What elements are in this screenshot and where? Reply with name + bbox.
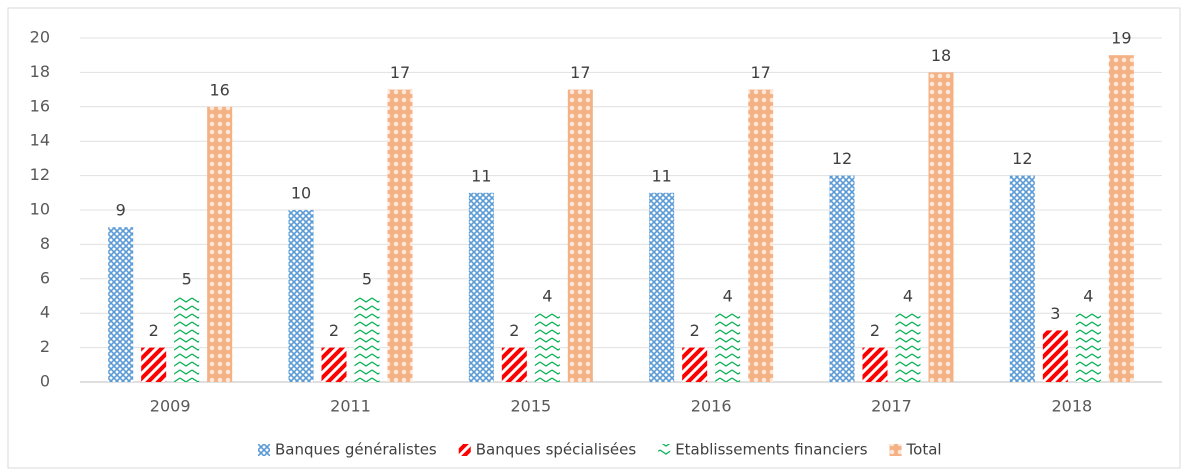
data-label: 16 [209, 80, 229, 99]
legend-label: Banques généralistes [275, 441, 437, 459]
bar [649, 192, 675, 382]
legend-swatch [658, 444, 671, 456]
bar [207, 106, 233, 383]
bar [682, 347, 708, 382]
data-label: 17 [390, 63, 410, 82]
bar [174, 296, 200, 382]
data-label: 4 [903, 287, 913, 306]
bar [387, 89, 413, 382]
y-tick-label: 20 [30, 28, 50, 47]
y-tick-label: 4 [40, 303, 50, 322]
bar [1075, 313, 1101, 382]
bar [895, 313, 921, 382]
data-label: 5 [182, 270, 192, 289]
y-tick-label: 6 [40, 268, 50, 287]
legend-label: Total [906, 441, 942, 459]
bar [715, 313, 741, 382]
data-label: 12 [1012, 149, 1032, 168]
bar [1042, 330, 1068, 382]
y-tick-label: 16 [30, 96, 50, 115]
data-label: 4 [1083, 287, 1093, 306]
data-label: 11 [651, 166, 671, 185]
data-label: 4 [723, 287, 733, 306]
bar [567, 89, 593, 382]
x-tick-label: 2009 [150, 397, 191, 416]
data-label: 3 [1050, 304, 1060, 323]
data-label: 2 [509, 321, 519, 340]
bar [354, 296, 380, 382]
legend-swatch [458, 444, 471, 456]
y-tick-label: 14 [30, 131, 50, 150]
legend-label: Etablissements financiers [675, 441, 868, 459]
y-tick-label: 12 [30, 165, 50, 184]
bar [928, 72, 954, 383]
bar [468, 192, 494, 382]
data-label: 18 [931, 46, 951, 65]
y-tick-label: 2 [40, 337, 50, 356]
bar [862, 347, 888, 382]
x-tick-label: 2016 [691, 397, 732, 416]
legend-swatch [889, 444, 902, 456]
data-label: 2 [870, 321, 880, 340]
data-label: 2 [690, 321, 700, 340]
y-tick-label: 10 [30, 200, 50, 219]
bar [501, 347, 527, 382]
bar [288, 210, 314, 382]
x-tick-label: 2018 [1051, 397, 1092, 416]
data-label: 5 [362, 270, 372, 289]
legend-label: Banques spécialisées [476, 441, 637, 459]
data-label: 2 [149, 321, 159, 340]
data-label: 17 [750, 63, 770, 82]
legend-swatch [258, 444, 270, 456]
bar [108, 227, 134, 382]
data-label: 12 [832, 149, 852, 168]
x-tick-label: 2015 [510, 397, 551, 416]
x-tick-label: 2011 [330, 397, 371, 416]
bar [141, 347, 167, 382]
y-tick-label: 8 [40, 234, 50, 253]
x-tick-label: 2017 [871, 397, 912, 416]
data-label: 19 [1111, 29, 1131, 48]
bar [534, 313, 560, 382]
data-label: 17 [570, 63, 590, 82]
bar [829, 175, 855, 382]
data-label: 10 [291, 184, 311, 203]
y-tick-label: 18 [30, 62, 50, 81]
bar [321, 347, 347, 382]
bar [748, 89, 774, 382]
data-label: 9 [116, 201, 126, 220]
chart-border [7, 7, 1181, 469]
y-tick-label: 0 [40, 372, 50, 391]
data-label: 11 [471, 166, 491, 185]
bar [1108, 55, 1134, 382]
data-label: 4 [542, 287, 552, 306]
data-label: 2 [329, 321, 339, 340]
bar [1009, 175, 1035, 382]
